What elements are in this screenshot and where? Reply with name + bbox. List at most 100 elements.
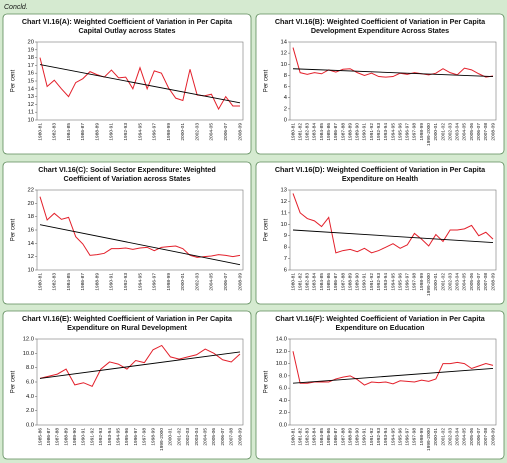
x-tick-label: 1992-93: [98, 428, 104, 446]
plot-frame: [289, 338, 497, 426]
y-tick-label: 0.0: [26, 423, 34, 429]
x-tick-label: 1999-2000: [159, 428, 165, 451]
chart-title: Expenditure on Education: [335, 323, 424, 332]
x-tick-label: 1998-99: [150, 428, 156, 446]
x-tick-label: 1998-99: [166, 123, 172, 141]
x-tick-label: 2001-02: [440, 428, 446, 446]
x-tick-label: 1991-92: [89, 428, 95, 446]
chart-title: Chart VI.16(B): Weighted Coefficient of …: [275, 17, 486, 26]
x-tick-label: 2004-05: [202, 428, 208, 446]
chart-title: Chart VI.16(C): Social Sector Expenditur…: [38, 165, 216, 174]
x-tick-label: 1994-95: [390, 123, 396, 141]
y-tick-label: 22: [28, 188, 34, 194]
x-tick-label: 2004-05: [462, 273, 468, 291]
y-tick-label: 20: [28, 201, 34, 207]
chart-title: Chart VI.16(F): Weighted Coefficient of …: [275, 314, 486, 323]
x-tick-label: 1990-91: [109, 273, 115, 291]
x-tick-label: 1994-95: [137, 273, 143, 291]
x-tick-label: 2002-03: [447, 123, 453, 141]
data-line: [39, 196, 241, 258]
x-tick-label: 1992-93: [376, 273, 382, 291]
x-tick-label: 1999-2000: [426, 123, 432, 146]
x-tick-label: 2006-07: [476, 273, 482, 291]
x-tick-label: 2003-04: [194, 428, 200, 446]
trend-line: [39, 351, 241, 379]
x-tick-label: 1986-87: [80, 273, 86, 291]
x-tick-label: 2002-03: [185, 428, 191, 446]
y-axis-label: Per cent: [264, 70, 270, 93]
y-tick-label: 10: [28, 118, 34, 124]
x-tick-label: 2006-07: [223, 273, 229, 291]
x-tick-label: 2007-08: [483, 273, 489, 291]
y-tick-label: 4.0: [26, 394, 34, 400]
y-tick-label: 14: [28, 241, 35, 247]
x-tick-label: 1984-85: [319, 123, 325, 141]
y-tick-label: 14: [281, 40, 288, 46]
chart-title: Chart VI.16(D): Weighted Coefficient of …: [275, 165, 486, 174]
x-tick-label: 1984-85: [66, 273, 72, 291]
panel: [2, 161, 252, 305]
y-tick-label: 13: [28, 94, 34, 100]
x-tick-label: 1989-90: [72, 428, 78, 446]
x-tick-label: 1991-92: [369, 273, 375, 291]
x-tick-label: 2006-07: [223, 123, 229, 141]
panel: [2, 310, 252, 460]
x-tick-label: 1988-89: [347, 273, 353, 291]
y-tick-label: 9: [284, 233, 287, 239]
x-tick-label: 2006-07: [476, 428, 482, 446]
plot-frame: [289, 189, 497, 271]
x-tick-label: 1998-99: [166, 273, 172, 291]
y-tick-label: 10.0: [276, 361, 287, 367]
x-tick-label: 1996-97: [133, 428, 139, 446]
x-tick-label: 1995-96: [397, 123, 403, 141]
y-axis-label: Per cent: [264, 371, 270, 394]
y-tick-label: 12.0: [23, 337, 34, 343]
y-tick-label: 19: [28, 47, 34, 53]
x-tick-label: 1980-81: [290, 428, 296, 446]
y-tick-label: 18: [28, 214, 34, 220]
x-tick-label: 2007-08: [483, 123, 489, 141]
x-tick-label: 1987-88: [340, 123, 346, 141]
x-tick-label: 1984-85: [66, 123, 72, 141]
y-tick-label: 13: [281, 188, 287, 194]
y-tick-label: 2: [284, 106, 287, 112]
chart-title: Development Expenditure Across States: [311, 26, 449, 35]
x-tick-label: 1998-99: [419, 428, 425, 446]
x-tick-label: 1989-90: [355, 428, 361, 446]
y-tick-label: 12.0: [276, 349, 287, 355]
x-tick-label: 2002-03: [194, 273, 200, 291]
x-tick-label: 2001-02: [176, 428, 182, 446]
trend-line: [39, 224, 241, 266]
x-tick-label: 2000-01: [433, 428, 439, 446]
y-tick-label: 8.0: [279, 373, 287, 379]
y-tick-label: 11: [28, 110, 34, 116]
x-tick-label: 1996-97: [152, 273, 158, 291]
x-tick-label: 1988-89: [63, 428, 69, 446]
y-tick-label: 4.0: [279, 398, 287, 404]
x-tick-label: 1981-82: [297, 123, 303, 141]
x-tick-label: 1984-85: [319, 273, 325, 291]
x-tick-label: 1998-99: [419, 123, 425, 141]
x-tick-label: 2005-06: [211, 428, 217, 446]
x-tick-label: 1989-90: [355, 123, 361, 141]
data-line: [292, 47, 494, 78]
y-tick-label: 16: [28, 71, 34, 77]
x-tick-label: 2005-06: [469, 123, 475, 141]
x-tick-label: 1986-87: [333, 428, 339, 446]
x-tick-label: 1997-98: [412, 123, 418, 141]
x-tick-label: 1987-88: [340, 428, 346, 446]
x-tick-label: 1991-92: [369, 123, 375, 141]
chart-title: Chart VI.16(E): Weighted Coefficient of …: [22, 314, 233, 323]
x-tick-label: 1995-96: [397, 273, 403, 291]
x-tick-label: 1995-96: [397, 428, 403, 446]
y-tick-label: 12: [28, 102, 34, 108]
trend-line: [39, 64, 241, 104]
panel: [255, 13, 505, 155]
chart-title: Coefficient of Variation across States: [63, 174, 190, 183]
x-tick-label: 1986-87: [46, 428, 52, 446]
x-tick-label: 1983-84: [312, 428, 318, 446]
x-tick-label: 1985-86: [37, 428, 43, 446]
x-tick-label: 1993-94: [383, 123, 389, 141]
x-tick-label: 1980-81: [290, 123, 296, 141]
